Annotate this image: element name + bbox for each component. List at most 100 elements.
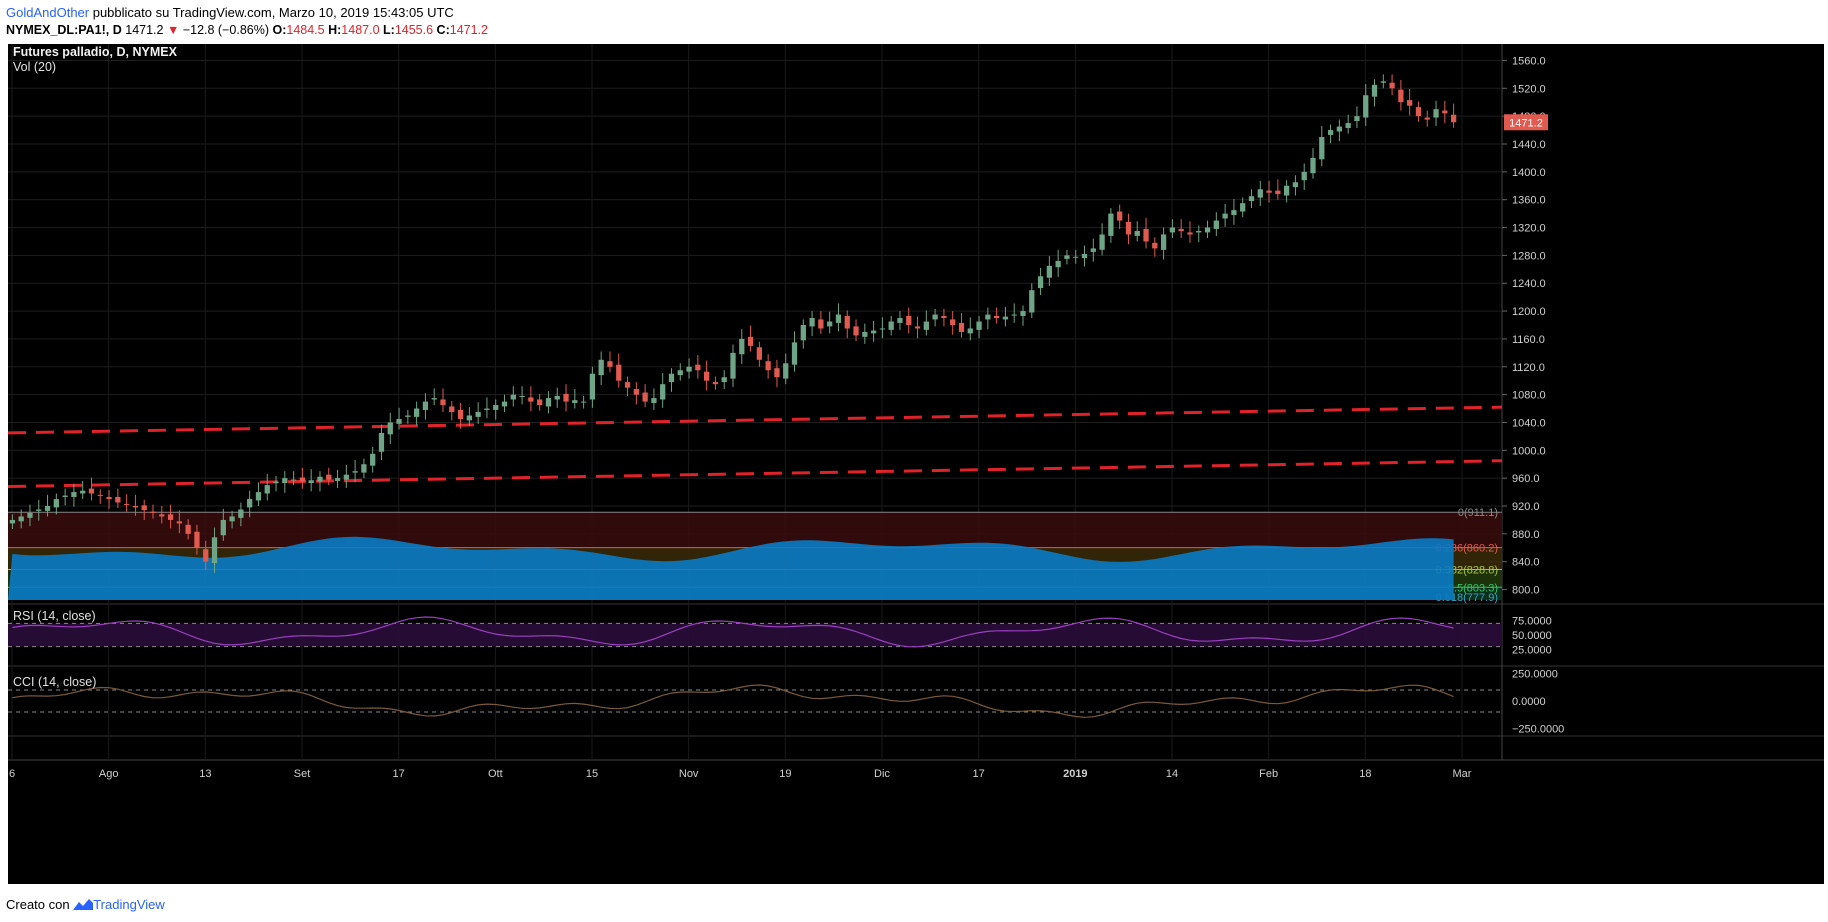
- candle-body: [1275, 190, 1281, 195]
- candle-body: [941, 315, 947, 319]
- time-tick-label: 17: [973, 768, 985, 780]
- candle-body: [115, 496, 121, 503]
- candle-body: [36, 509, 42, 511]
- ohlc-line: NYMEX_DL:PA1!, D 1471.2 ▼ −12.8 (−0.86%)…: [6, 22, 488, 38]
- down-arrow-icon: ▼: [166, 23, 180, 37]
- candle-body: [1169, 227, 1176, 233]
- candle-body: [1222, 213, 1228, 219]
- price-tick-label: 1120.0: [1512, 362, 1545, 374]
- price-chart[interactable]: 1560.01520.01480.01440.01400.01360.01320…: [8, 44, 1824, 884]
- candle-body: [273, 481, 279, 484]
- candle-body: [844, 315, 850, 329]
- candle-body: [1345, 123, 1351, 128]
- rsi-band: [8, 623, 1502, 647]
- candle-body: [1415, 107, 1422, 117]
- candle-body: [1336, 126, 1342, 132]
- price-tick-label: 1160.0: [1512, 334, 1545, 346]
- lower-trendline: [8, 459, 1503, 489]
- candle-body: [449, 406, 455, 413]
- candle-body: [457, 409, 464, 419]
- candle-body: [827, 321, 833, 327]
- candle-body: [317, 476, 323, 482]
- time-tick-label: 13: [199, 768, 211, 780]
- candle-body: [1002, 316, 1009, 320]
- candle-body: [44, 506, 51, 511]
- time-tick-label: 15: [586, 768, 598, 780]
- open-label: O:: [272, 23, 287, 37]
- price-tick-label: 1080.0: [1512, 390, 1546, 402]
- footer: Creato con TradingView: [6, 896, 165, 914]
- chart-title: Futures palladio, D, NYMEX: [13, 45, 177, 59]
- candle-body: [862, 331, 868, 337]
- price-tick-label: 1400.0: [1512, 167, 1546, 179]
- candle-body: [1081, 253, 1088, 259]
- price-tick-label: 1240.0: [1512, 278, 1546, 290]
- close-label: C:: [436, 23, 450, 37]
- tradingview-link[interactable]: TradingView: [93, 897, 165, 912]
- candle-body: [624, 382, 631, 388]
- candle-body: [124, 503, 130, 505]
- candle-body: [791, 342, 798, 365]
- candle-body: [1231, 210, 1237, 215]
- candle-body: [27, 512, 33, 518]
- price-tick-label: 800.0: [1512, 585, 1540, 597]
- volume-area: [8, 536, 1454, 600]
- rsi-tick-label: 75.0000: [1512, 616, 1552, 628]
- candle-body: [519, 396, 525, 398]
- candle-body: [967, 328, 973, 334]
- candle-body: [88, 488, 95, 494]
- candle-body: [730, 352, 736, 379]
- fib-label: 0.5(803.3): [1448, 582, 1498, 594]
- candle-body: [765, 361, 771, 371]
- candle-body: [1292, 182, 1299, 188]
- time-tick-label: Ott: [488, 768, 503, 780]
- close-value: 1471.2: [449, 23, 488, 37]
- author-link[interactable]: GoldAndOther: [6, 5, 90, 20]
- chart-area[interactable]: 1560.01520.01480.01440.01400.01360.01320…: [8, 44, 1824, 884]
- time-tick-label: Mar: [1453, 768, 1472, 780]
- vol-legend: Vol (20): [13, 60, 57, 74]
- candle-body: [1389, 82, 1395, 89]
- candle-body: [431, 398, 437, 400]
- candle-body: [528, 397, 534, 402]
- candle-body: [255, 492, 262, 501]
- time-tick-label: Nov: [679, 768, 699, 780]
- candle-body: [835, 314, 842, 323]
- last-price: 1471.2: [125, 23, 164, 37]
- time-tick-label: 17: [393, 768, 405, 780]
- candle-body: [721, 377, 727, 383]
- price-tick-label: 1040.0: [1512, 417, 1546, 429]
- candle-body: [238, 509, 244, 518]
- candle-body: [1398, 89, 1404, 103]
- candle-body: [1187, 232, 1193, 235]
- price-tick-label: 1360.0: [1512, 195, 1546, 207]
- candle-body: [282, 478, 288, 484]
- candle-body: [800, 325, 806, 341]
- candle-body: [1433, 109, 1439, 118]
- candle-body: [563, 393, 569, 402]
- candle-body: [923, 321, 929, 330]
- candle-body: [783, 363, 789, 379]
- candle-body: [1327, 130, 1334, 135]
- candle-body: [1029, 290, 1035, 313]
- candle-body: [888, 321, 894, 330]
- candle-body: [677, 370, 683, 376]
- cci-tick-label: 0.0000: [1512, 696, 1546, 708]
- cci-tick-label: 250.0000: [1512, 669, 1558, 681]
- price-tick-label: 1000.0: [1512, 445, 1546, 457]
- candle-body: [1213, 220, 1219, 229]
- candle-body: [1354, 116, 1360, 122]
- candle-body: [159, 514, 165, 517]
- tradingview-logo-icon[interactable]: [73, 897, 94, 915]
- candle-body: [475, 412, 481, 417]
- candle-body: [1196, 231, 1202, 233]
- candle-body: [334, 478, 341, 481]
- cci-legend: CCI (14, close): [13, 675, 97, 689]
- candle-body: [580, 401, 587, 403]
- candle-body: [1450, 114, 1457, 123]
- candle-body: [545, 398, 552, 407]
- price-tick-label: 1440.0: [1512, 139, 1546, 151]
- candle-body: [537, 399, 543, 406]
- candle-body: [62, 495, 68, 497]
- candle-body: [80, 490, 86, 494]
